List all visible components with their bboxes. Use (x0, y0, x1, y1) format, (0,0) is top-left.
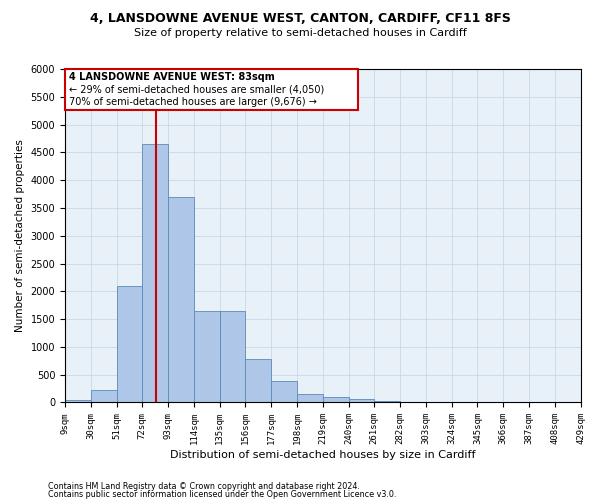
Bar (245, 359, 271, 403)
Text: ← 29% of semi-detached houses are smaller (4,050): ← 29% of semi-detached houses are smalle… (69, 85, 324, 95)
Bar (374, 401, 400, 402)
Bar (271, 382, 297, 402)
Text: Contains HM Land Registry data © Crown copyright and database right 2024.: Contains HM Land Registry data © Crown c… (48, 482, 360, 491)
Text: 4, LANSDOWNE AVENUE WEST, CANTON, CARDIFF, CF11 8FS: 4, LANSDOWNE AVENUE WEST, CANTON, CARDIF… (89, 12, 511, 26)
Bar (65, 400, 91, 402)
Text: Size of property relative to semi-detached houses in Cardiff: Size of property relative to semi-detach… (134, 28, 466, 38)
Y-axis label: Number of semi-detached properties: Number of semi-detached properties (15, 140, 25, 332)
FancyBboxPatch shape (65, 69, 358, 110)
X-axis label: Distribution of semi-detached houses by size in Cardiff: Distribution of semi-detached houses by … (170, 450, 476, 460)
Bar (349, 398, 374, 402)
Bar (168, 197, 194, 402)
Bar (91, 390, 116, 402)
Bar (194, 311, 220, 402)
Bar (220, 311, 245, 402)
Bar (142, 144, 168, 403)
Bar (116, 286, 142, 403)
Text: 70% of semi-detached houses are larger (9,676) →: 70% of semi-detached houses are larger (… (69, 98, 317, 108)
Text: Contains public sector information licensed under the Open Government Licence v3: Contains public sector information licen… (48, 490, 397, 499)
Bar (323, 397, 349, 402)
Text: 4 LANSDOWNE AVENUE WEST: 83sqm: 4 LANSDOWNE AVENUE WEST: 83sqm (69, 72, 274, 83)
Bar (297, 394, 323, 402)
